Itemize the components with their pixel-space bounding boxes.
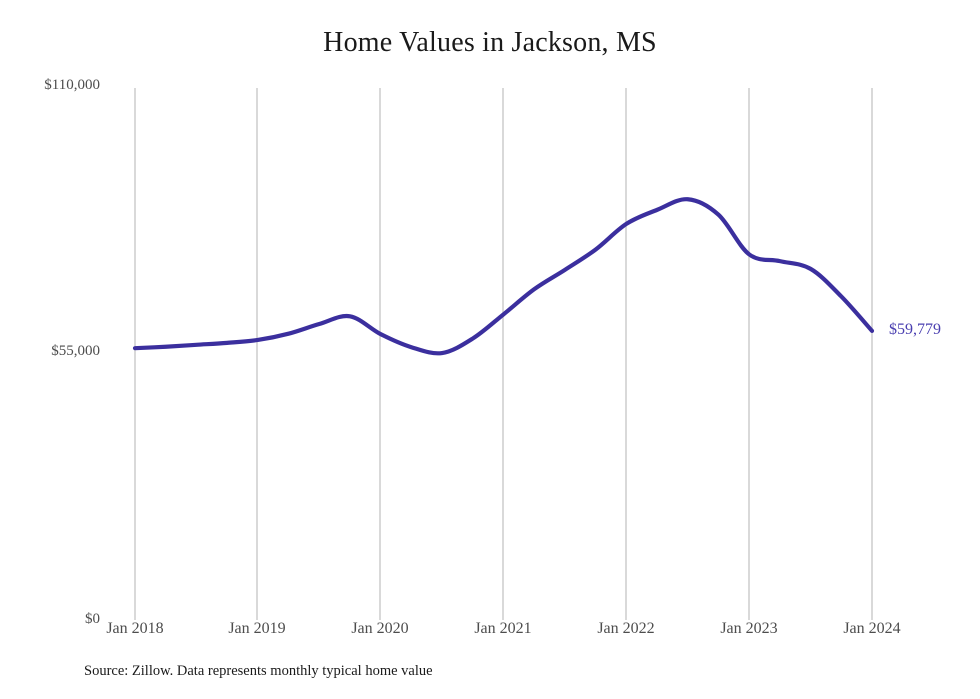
x-axis-tick-jan-2018: Jan 2018 [106, 620, 164, 637]
gridlines-group [134, 88, 873, 620]
x-axis-tick-jan-2024: Jan 2024 [843, 620, 901, 637]
x-axis-tick-jan-2022: Jan 2022 [597, 620, 655, 637]
x-axis-tick-jan-2020: Jan 2020 [351, 620, 409, 637]
x-axis-tick-jan-2019: Jan 2019 [228, 620, 286, 637]
y-axis-tick-0: $0 [85, 611, 100, 627]
source-note: Source: Zillow. Data represents monthly … [84, 663, 433, 679]
x-axis-tick-jan-2021: Jan 2021 [474, 620, 532, 637]
y-axis-tick-110000: $110,000 [44, 77, 100, 93]
x-axis-tick-jan-2023: Jan 2023 [720, 620, 778, 637]
endpoint-value-label: $59,779 [889, 320, 941, 338]
data-line-typical-home-value [132, 197, 875, 356]
chart-title: Home Values in Jackson, MS [323, 27, 657, 58]
y-axis-tick-55000: $55,000 [51, 343, 100, 359]
